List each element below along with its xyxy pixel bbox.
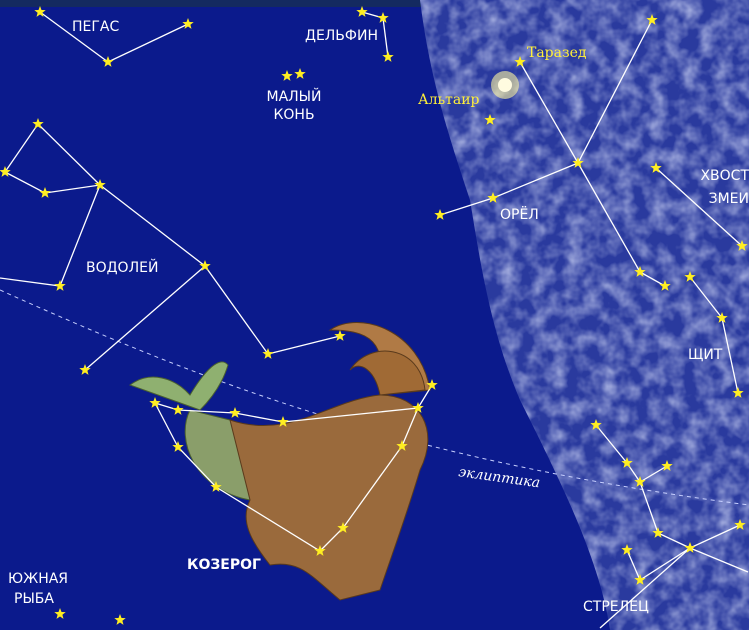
label: ЮЖНАЯ (8, 571, 68, 587)
label: ДЕЛЬФИН (305, 28, 378, 44)
label: КОЗЕРОГ (187, 557, 261, 573)
label: ХВОСТ (700, 168, 749, 184)
label: ВОДОЛЕЙ (86, 258, 158, 276)
label: СТРЕЛЕЦ (583, 599, 649, 615)
star-map: ПЕГАС ДЕЛЬФИН МАЛЫЙ КОНЬ Таразед Альтаир… (0, 0, 749, 630)
star-name: Таразед (527, 45, 587, 61)
star-name: Альтаир (418, 92, 480, 108)
label: МАЛЫЙ (266, 87, 321, 105)
label: ОРЁЛ (500, 205, 539, 223)
label: РЫБА (14, 591, 54, 607)
label: КОНЬ (273, 107, 314, 123)
altair-star (498, 78, 512, 92)
label: ЗМЕИ (709, 191, 749, 207)
label: ПЕГАС (72, 19, 119, 35)
label: ЩИТ (688, 347, 723, 363)
